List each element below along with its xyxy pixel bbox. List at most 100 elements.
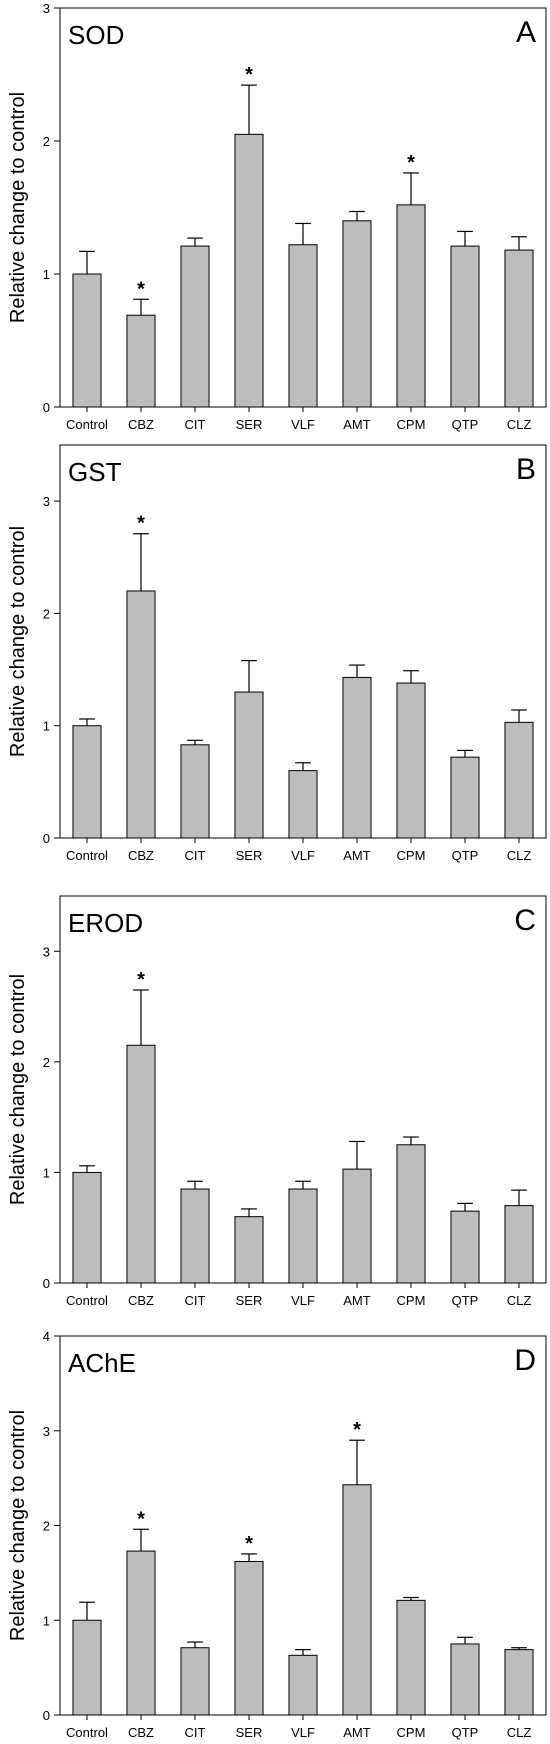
bar bbox=[180, 1647, 210, 1716]
bar bbox=[180, 245, 210, 408]
x-tick-label: CIT bbox=[185, 1725, 206, 1740]
bar bbox=[72, 1619, 102, 1716]
panel-title: EROD bbox=[68, 908, 143, 938]
bar bbox=[180, 1188, 210, 1284]
bar bbox=[126, 1044, 156, 1284]
x-tick-label: CPM bbox=[397, 417, 426, 432]
x-tick-label: SER bbox=[236, 848, 263, 863]
bar bbox=[450, 756, 480, 839]
x-tick-label: CBZ bbox=[128, 1293, 154, 1308]
significance-star: * bbox=[407, 152, 415, 174]
x-tick-label: VLF bbox=[291, 848, 315, 863]
y-tick-label: 0 bbox=[43, 1276, 50, 1291]
panel-letter: D bbox=[514, 1344, 536, 1377]
x-tick-label: CIT bbox=[185, 417, 206, 432]
x-tick-label: QTP bbox=[452, 1725, 479, 1740]
y-tick-label: 2 bbox=[43, 1055, 50, 1070]
x-tick-label: VLF bbox=[291, 1293, 315, 1308]
y-tick-label: 2 bbox=[43, 134, 50, 149]
significance-star: * bbox=[137, 513, 145, 535]
bar bbox=[288, 1188, 318, 1284]
x-tick-label: CPM bbox=[397, 1293, 426, 1308]
x-tick-label: CLZ bbox=[507, 1725, 532, 1740]
x-tick-label: VLF bbox=[291, 417, 315, 432]
y-tick-label: 2 bbox=[43, 606, 50, 621]
x-tick-label: SER bbox=[236, 1725, 263, 1740]
x-tick-label: CPM bbox=[397, 848, 426, 863]
bar bbox=[396, 1144, 426, 1284]
y-tick-label: 3 bbox=[43, 944, 50, 959]
bar bbox=[450, 1643, 480, 1716]
y-tick-label: 3 bbox=[43, 494, 50, 509]
x-tick-label: AMT bbox=[343, 848, 371, 863]
y-axis-label: Relative change to control bbox=[7, 526, 29, 757]
panel-title: GST bbox=[68, 457, 122, 487]
bar bbox=[396, 1599, 426, 1716]
bar bbox=[504, 1205, 534, 1284]
x-tick-label: CIT bbox=[185, 848, 206, 863]
significance-star: * bbox=[137, 278, 145, 300]
bar bbox=[72, 725, 102, 839]
y-tick-label: 0 bbox=[43, 1708, 50, 1723]
y-tick-label: 3 bbox=[43, 1424, 50, 1439]
bar bbox=[342, 1484, 372, 1716]
y-tick-label: 1 bbox=[43, 719, 50, 734]
bar bbox=[234, 133, 264, 408]
bar bbox=[126, 590, 156, 839]
y-axis-label: Relative change to control bbox=[7, 1410, 29, 1641]
x-tick-label: AMT bbox=[343, 1725, 371, 1740]
bar bbox=[72, 1171, 102, 1284]
significance-star: * bbox=[137, 1508, 145, 1530]
y-tick-label: 3 bbox=[43, 1, 50, 16]
bar bbox=[342, 1168, 372, 1284]
x-tick-label: CIT bbox=[185, 1293, 206, 1308]
x-tick-label: CBZ bbox=[128, 1725, 154, 1740]
x-tick-label: CLZ bbox=[507, 417, 532, 432]
bar bbox=[234, 1216, 264, 1284]
bar bbox=[72, 273, 102, 408]
bar bbox=[288, 1654, 318, 1716]
y-tick-label: 2 bbox=[43, 1519, 50, 1534]
bar bbox=[126, 1550, 156, 1716]
x-tick-label: QTP bbox=[452, 417, 479, 432]
significance-star: * bbox=[245, 64, 253, 86]
bar bbox=[450, 1210, 480, 1284]
chart-panel-a: 0 1 2 3 Relative change to control Control * CB… bbox=[7, 1, 547, 432]
bar bbox=[342, 220, 372, 408]
significance-star: * bbox=[353, 1419, 361, 1441]
x-tick-label: CLZ bbox=[507, 1293, 532, 1308]
bar bbox=[234, 691, 264, 839]
x-tick-label: Control bbox=[66, 848, 108, 863]
panel-title: SOD bbox=[68, 20, 124, 50]
bar bbox=[234, 1561, 264, 1716]
bar bbox=[396, 682, 426, 839]
x-tick-label: QTP bbox=[452, 848, 479, 863]
x-tick-label: VLF bbox=[291, 1725, 315, 1740]
bar bbox=[450, 245, 480, 408]
x-tick-label: Control bbox=[66, 417, 108, 432]
y-tick-label: 0 bbox=[43, 831, 50, 846]
chart-panel-c: 0 1 2 3 Relative change to control Control * CB… bbox=[7, 895, 547, 1308]
bar bbox=[126, 314, 156, 408]
y-axis-label: Relative change to control bbox=[7, 92, 29, 323]
y-tick-label: 1 bbox=[43, 1613, 50, 1628]
x-tick-label: SER bbox=[236, 417, 263, 432]
bar bbox=[504, 721, 534, 839]
x-tick-label: AMT bbox=[343, 1293, 371, 1308]
bar bbox=[396, 204, 426, 408]
significance-star: * bbox=[245, 1533, 253, 1555]
x-tick-label: CLZ bbox=[507, 848, 532, 863]
bar bbox=[342, 676, 372, 839]
y-axis-label: Relative change to control bbox=[7, 974, 29, 1205]
y-tick-label: 4 bbox=[43, 1329, 50, 1344]
y-tick-label: 0 bbox=[43, 400, 50, 415]
bar bbox=[180, 744, 210, 839]
panel-letter: A bbox=[516, 16, 536, 49]
bar bbox=[504, 249, 534, 408]
x-tick-label: QTP bbox=[452, 1293, 479, 1308]
x-tick-label: Control bbox=[66, 1293, 108, 1308]
x-tick-label: CBZ bbox=[128, 417, 154, 432]
x-tick-label: SER bbox=[236, 1293, 263, 1308]
significance-star: * bbox=[137, 969, 145, 991]
panel-letter: C bbox=[514, 904, 536, 937]
